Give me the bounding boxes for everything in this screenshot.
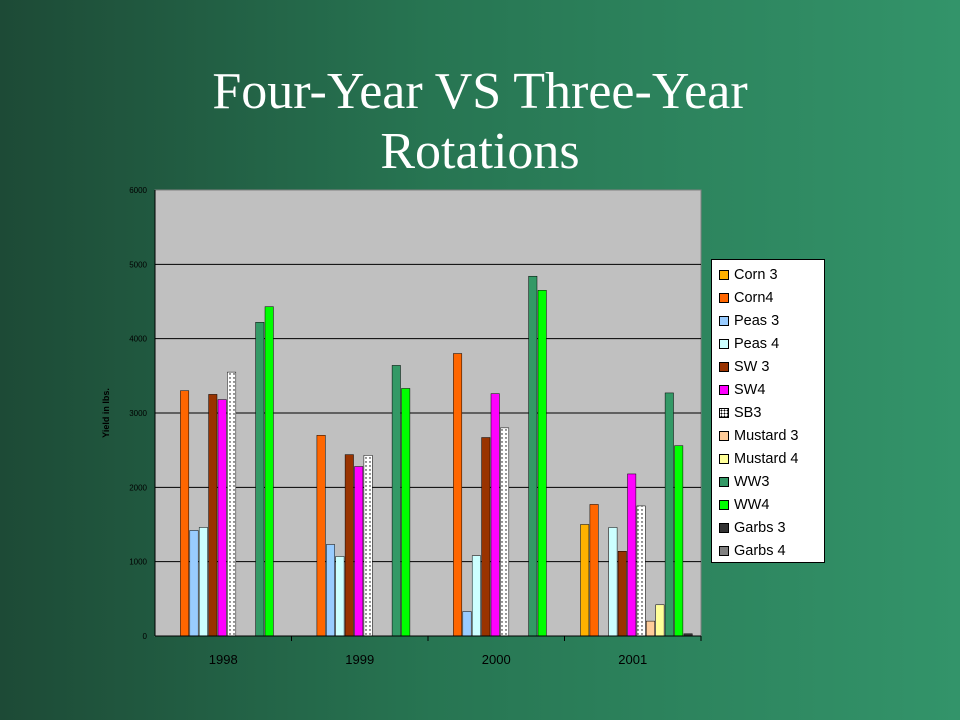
legend-item: Mustard 3 (712, 424, 824, 447)
bar-corn4-1999 (316, 435, 326, 637)
bar-sw-3-1999 (344, 454, 354, 637)
bar-sw4-2000 (490, 393, 500, 637)
y-tick-label: 5000 (129, 260, 147, 269)
bar-corn4-1998 (180, 390, 190, 637)
bar-peas-4-1998 (198, 527, 208, 637)
bar-ww4-2001 (674, 445, 684, 637)
y-tick-label: 0 (143, 632, 148, 641)
legend-item: WW3 (712, 470, 824, 493)
bar-mustard-3-2001 (646, 620, 655, 637)
legend-swatch (719, 315, 729, 326)
slide-title-line1: Four-Year VS Three-Year (212, 63, 748, 120)
bar-corn4-2000 (453, 353, 463, 637)
bar-peas-4-1999 (335, 556, 345, 637)
bar-peas-4-2001 (608, 527, 618, 637)
legend-swatch (719, 499, 729, 510)
legend-item: Corn 3 (712, 263, 824, 286)
legend-label: Corn 3 (734, 266, 778, 283)
legend-label: Mustard 4 (734, 450, 799, 467)
y-tick-label: 6000 (129, 186, 147, 195)
legend-swatch (719, 476, 729, 487)
bar-sb3-2001 (636, 505, 646, 637)
bar-sw-3-1998 (208, 394, 218, 637)
legend-swatch (719, 407, 729, 418)
legend-label: Corn4 (734, 289, 774, 306)
legend-item: Garbs 4 (712, 539, 824, 562)
legend-label: Garbs 4 (734, 542, 786, 559)
bar-sw4-1998 (217, 399, 227, 637)
legend-item: Corn4 (712, 286, 824, 309)
y-tick-label: 1000 (129, 558, 147, 567)
legend-label: SW4 (734, 381, 766, 398)
bar-sw4-1999 (354, 466, 364, 637)
legend-swatch (719, 361, 729, 372)
bar-sb3-1998 (227, 371, 237, 637)
legend-label: SW 3 (734, 358, 770, 375)
x-tick-label: 1999 (345, 652, 374, 667)
y-axis-label: Yield in lbs. (101, 388, 111, 438)
legend-item: SB3 (712, 401, 824, 424)
slide-title: Four-Year VS Three-Year Rotations (0, 62, 960, 182)
slide-title-line2: Rotations (380, 123, 580, 180)
x-tick-label: 2001 (618, 652, 647, 667)
bar-sw-3-2000 (481, 437, 491, 637)
bar-ww4-1999 (401, 388, 411, 637)
legend-swatch (719, 522, 729, 533)
bar-ww3-1998 (255, 322, 265, 637)
legend-label: SB3 (734, 404, 762, 421)
legend-swatch (719, 430, 729, 441)
y-tick-label: 4000 (129, 335, 147, 344)
legend-item: WW4 (712, 493, 824, 516)
bar-peas-3-2000 (462, 611, 472, 637)
bar-sb3-1999 (363, 455, 373, 637)
bar-ww3-1999 (391, 365, 401, 637)
y-tick-label: 2000 (129, 483, 147, 492)
legend-item: Garbs 3 (712, 516, 824, 539)
bar-mustard-4-2001 (655, 604, 665, 637)
bar-sw4-2001 (627, 473, 637, 637)
legend-label: Garbs 3 (734, 519, 786, 536)
legend-item: SW4 (712, 378, 824, 401)
legend-item: Mustard 4 (712, 447, 824, 470)
bar-corn4-2001 (589, 504, 599, 637)
legend-label: WW4 (734, 496, 770, 513)
legend-item: SW 3 (712, 355, 824, 378)
legend-item: Peas 3 (712, 309, 824, 332)
legend-swatch (719, 292, 729, 303)
bar-ww3-2001 (664, 392, 674, 637)
x-tick-label: 1998 (209, 652, 238, 667)
bar-ww4-2000 (537, 290, 547, 637)
legend-label: Mustard 3 (734, 427, 799, 444)
legend-swatch (719, 384, 729, 395)
legend-label: WW3 (734, 473, 770, 490)
bar-sb3-2000 (500, 427, 510, 637)
bar-peas-3-1999 (326, 544, 335, 637)
y-tick-label: 3000 (129, 409, 147, 418)
legend-swatch (719, 338, 729, 349)
chart-legend: Corn 3 Corn4 Peas 3 Peas 4 SW 3 SW4 SB3 Mustard… (711, 259, 825, 563)
bar-corn-3-2001 (580, 524, 590, 637)
legend-swatch (719, 545, 729, 556)
legend-swatch (719, 453, 729, 464)
x-tick-label: 2000 (482, 652, 511, 667)
bar-peas-4-2000 (471, 555, 481, 637)
bar-peas-3-1998 (189, 530, 199, 637)
bar-ww3-2000 (528, 275, 538, 637)
bar-ww4-1998 (264, 306, 274, 637)
legend-item: Peas 4 (712, 332, 824, 355)
legend-label: Peas 4 (734, 335, 780, 352)
legend-swatch (719, 269, 729, 280)
legend-label: Peas 3 (734, 312, 780, 329)
bar-sw-3-2001 (617, 551, 627, 637)
